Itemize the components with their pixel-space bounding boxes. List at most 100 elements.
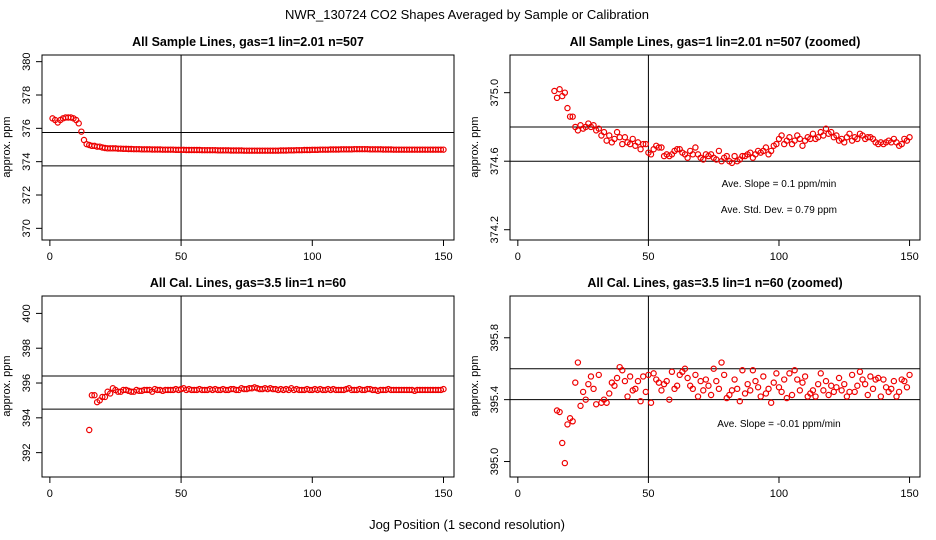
data-point xyxy=(632,385,639,393)
data-point xyxy=(786,370,793,377)
data-point xyxy=(658,144,665,151)
data-point xyxy=(590,385,597,393)
data-point xyxy=(744,380,751,388)
data-point xyxy=(78,128,85,135)
data-point xyxy=(642,388,649,396)
y-tick-label: 398 xyxy=(21,339,33,357)
data-point xyxy=(613,128,621,136)
data-point xyxy=(606,390,613,397)
data-point xyxy=(799,142,806,149)
data-point xyxy=(107,390,114,397)
y-tick-label: 372 xyxy=(21,186,33,204)
data-point xyxy=(822,125,830,132)
data-point xyxy=(569,113,576,120)
data-point xyxy=(637,397,644,405)
data-point xyxy=(603,137,610,144)
data-point xyxy=(715,147,723,155)
y-tick-label: 374 xyxy=(21,152,33,170)
data-point xyxy=(437,146,445,153)
y-axis-label: approx. ppm xyxy=(1,355,13,416)
data-point xyxy=(101,393,109,401)
data-point xyxy=(799,379,806,386)
data-point xyxy=(694,393,702,400)
data-point xyxy=(603,399,610,406)
x-tick-label: 50 xyxy=(175,251,187,263)
x-tick-label: 0 xyxy=(47,488,53,500)
data-point xyxy=(861,380,869,388)
data-point xyxy=(710,365,717,372)
data-point xyxy=(767,147,775,155)
data-point xyxy=(841,139,848,146)
data-point xyxy=(579,388,587,396)
data-point xyxy=(726,391,733,399)
data-point xyxy=(606,132,613,139)
points xyxy=(49,114,447,154)
data-point xyxy=(903,384,911,391)
data-point xyxy=(621,377,629,385)
panel-title: All Sample Lines, gas=1 lin=2.01 n=507 xyxy=(132,35,364,49)
data-point xyxy=(590,122,597,129)
data-point xyxy=(770,379,777,386)
y-tick-label: 395.8 xyxy=(489,324,501,352)
data-point xyxy=(728,387,736,394)
data-point xyxy=(574,359,582,366)
data-point xyxy=(812,393,819,400)
data-point xyxy=(791,367,798,374)
data-point xyxy=(760,373,767,380)
panel-4: All Cal. Lines, gas=3.5 lin=1 n=60 (zoom… xyxy=(469,276,921,500)
data-point xyxy=(673,382,681,389)
data-point xyxy=(569,418,576,425)
data-point xyxy=(846,388,853,396)
data-point xyxy=(854,135,861,143)
data-point xyxy=(553,94,561,102)
data-point xyxy=(778,132,785,139)
data-point xyxy=(820,387,827,394)
data-point xyxy=(585,380,592,388)
data-point xyxy=(440,146,447,153)
data-point xyxy=(901,377,908,385)
y-tick-label: 395.0 xyxy=(489,448,501,476)
data-point xyxy=(655,144,663,151)
x-tick-label: 0 xyxy=(515,251,521,263)
data-point xyxy=(788,391,796,399)
data-point xyxy=(658,387,665,394)
data-point xyxy=(626,373,634,380)
data-point xyxy=(582,396,589,403)
data-point xyxy=(613,374,621,382)
y-tick-label: 396 xyxy=(21,374,33,392)
data-point xyxy=(595,125,602,132)
data-point xyxy=(906,134,913,141)
data-point xyxy=(846,130,853,137)
data-point xyxy=(854,382,861,389)
data-point xyxy=(767,399,775,406)
data-point xyxy=(814,380,822,388)
y-axis-label: approx. ppm xyxy=(1,116,13,177)
data-point xyxy=(692,144,699,151)
data-point xyxy=(700,387,707,394)
data-point xyxy=(867,373,874,380)
data-point xyxy=(629,135,636,143)
data-point xyxy=(689,385,697,393)
data-point xyxy=(647,399,655,406)
panel-1: All Sample Lines, gas=1 lin=2.01 n=507 0 5… xyxy=(1,35,455,263)
data-point xyxy=(890,377,898,385)
x-tick-label: 0 xyxy=(515,488,521,500)
data-point xyxy=(702,376,710,383)
data-point xyxy=(841,380,848,388)
data-point xyxy=(848,371,856,379)
data-point xyxy=(828,382,835,389)
data-point xyxy=(757,393,764,400)
data-point xyxy=(595,371,602,379)
panel-title: All Sample Lines, gas=1 lin=2.01 n=507 (… xyxy=(570,35,861,49)
points xyxy=(551,86,913,167)
x-tick-label: 100 xyxy=(303,251,321,263)
data-point xyxy=(587,373,595,380)
y-tick-label: 374.2 xyxy=(489,216,501,244)
data-point xyxy=(715,385,723,393)
data-point xyxy=(817,370,824,377)
data-point xyxy=(705,382,712,389)
data-point xyxy=(809,387,817,394)
data-point xyxy=(619,140,626,148)
data-point xyxy=(828,128,835,136)
